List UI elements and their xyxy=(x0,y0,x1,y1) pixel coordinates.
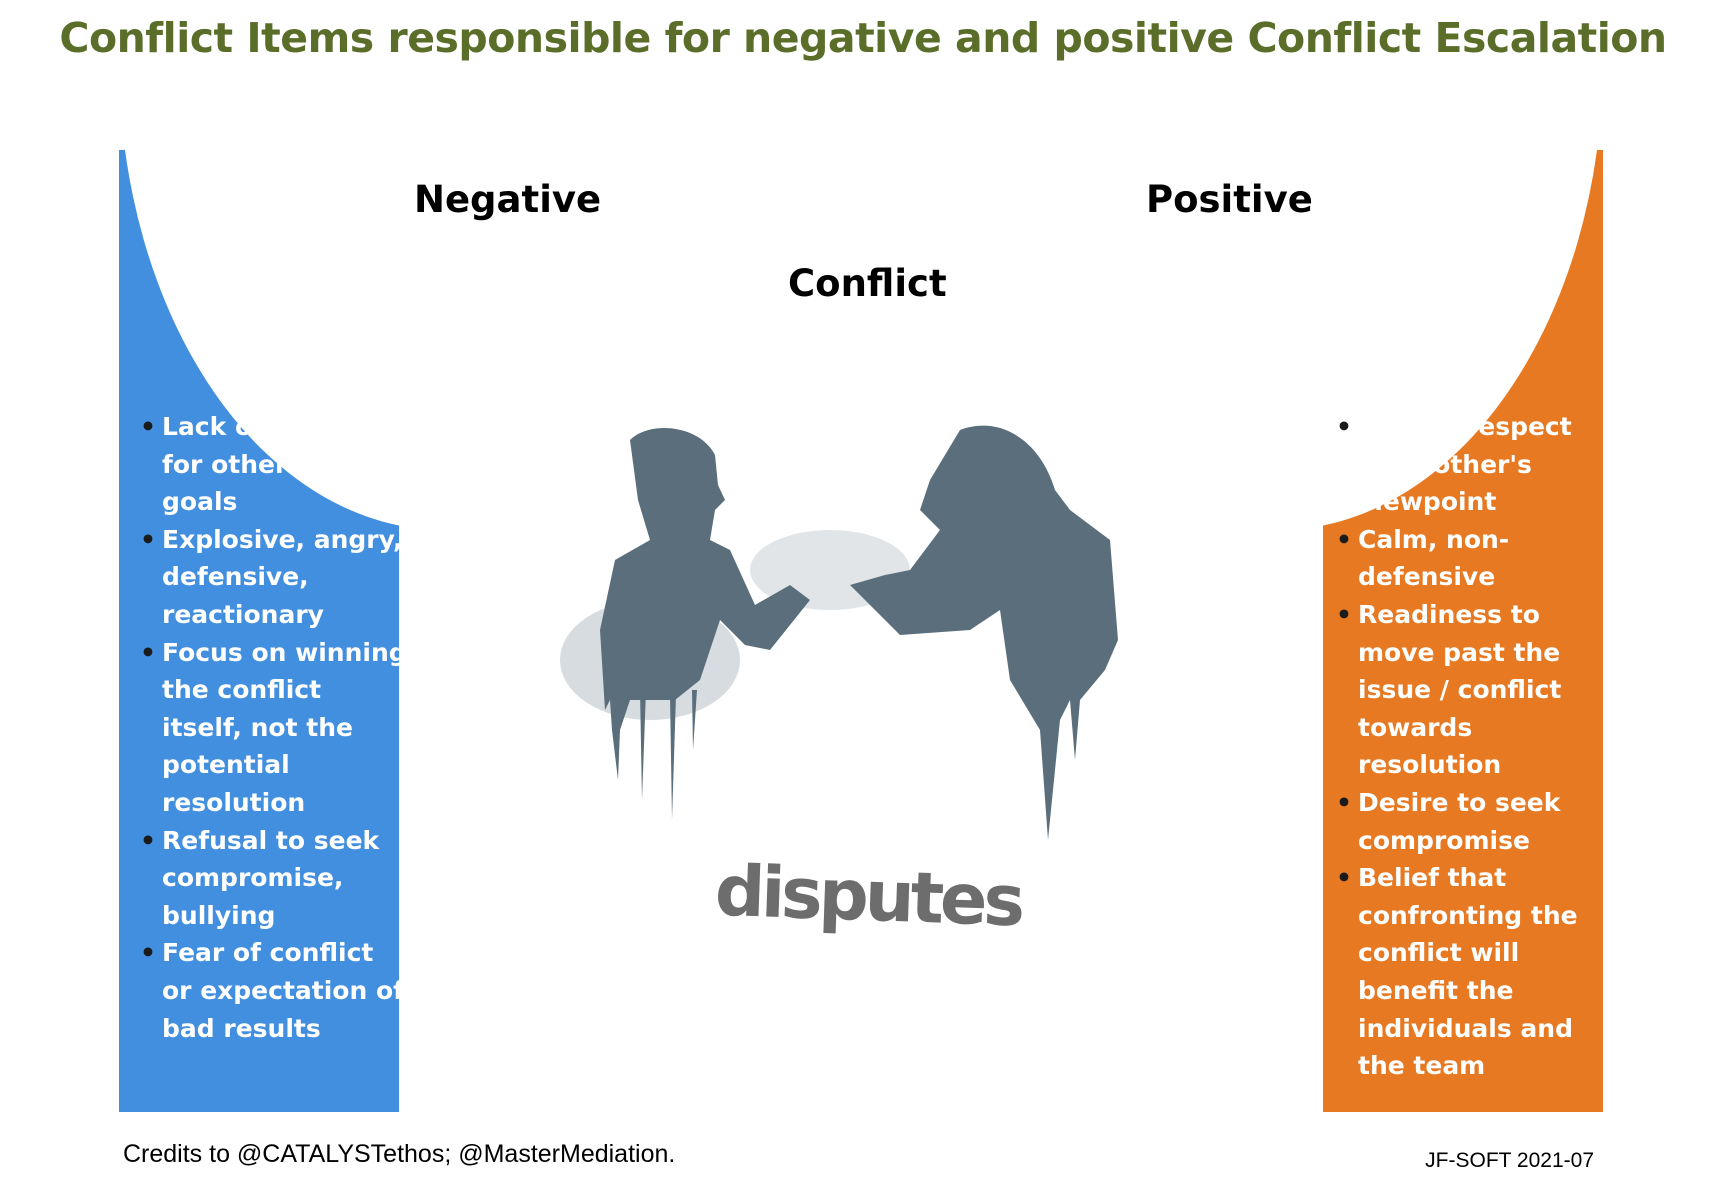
list-item: Lack of respect for other party's goals xyxy=(138,408,408,521)
list-item: Refusal to seek compromise, bullying xyxy=(138,822,408,935)
positive-label: Positive xyxy=(1146,178,1313,221)
list-item: Readiness to move past the issue / confl… xyxy=(1334,596,1604,784)
list-item: Fear of conflict or expectation of bad r… xyxy=(138,934,408,1047)
page-title: Conflict Items responsible for negative … xyxy=(59,14,1667,62)
list-item: Belief that confronting the conflict wil… xyxy=(1334,859,1604,1085)
list-item: Focus on winning the conflict itself, no… xyxy=(138,634,408,822)
list-item: Desire to seek compromise xyxy=(1334,784,1604,859)
positive-list: Parties respect each other's viewpoint C… xyxy=(1334,408,1604,1085)
disputes-caption: disputes xyxy=(713,849,1023,943)
left-person-silhouette xyxy=(600,428,810,780)
right-person-silhouette xyxy=(850,425,1118,840)
list-item: Parties respect each other's viewpoint xyxy=(1334,408,1604,521)
negative-list: Lack of respect for other party's goals … xyxy=(138,408,408,1047)
credits-text: Credits to @CATALYSTethos; @MasterMediat… xyxy=(123,1140,676,1168)
signature-text: JF-SOFT 2021-07 xyxy=(1425,1149,1594,1172)
arguing-silhouettes-illustration xyxy=(560,425,1118,840)
conflict-label: Conflict xyxy=(788,262,947,305)
negative-label: Negative xyxy=(414,178,602,221)
list-item: Explosive, angry, defensive, reactionary xyxy=(138,521,408,634)
list-item: Calm, non-defensive xyxy=(1334,521,1604,596)
